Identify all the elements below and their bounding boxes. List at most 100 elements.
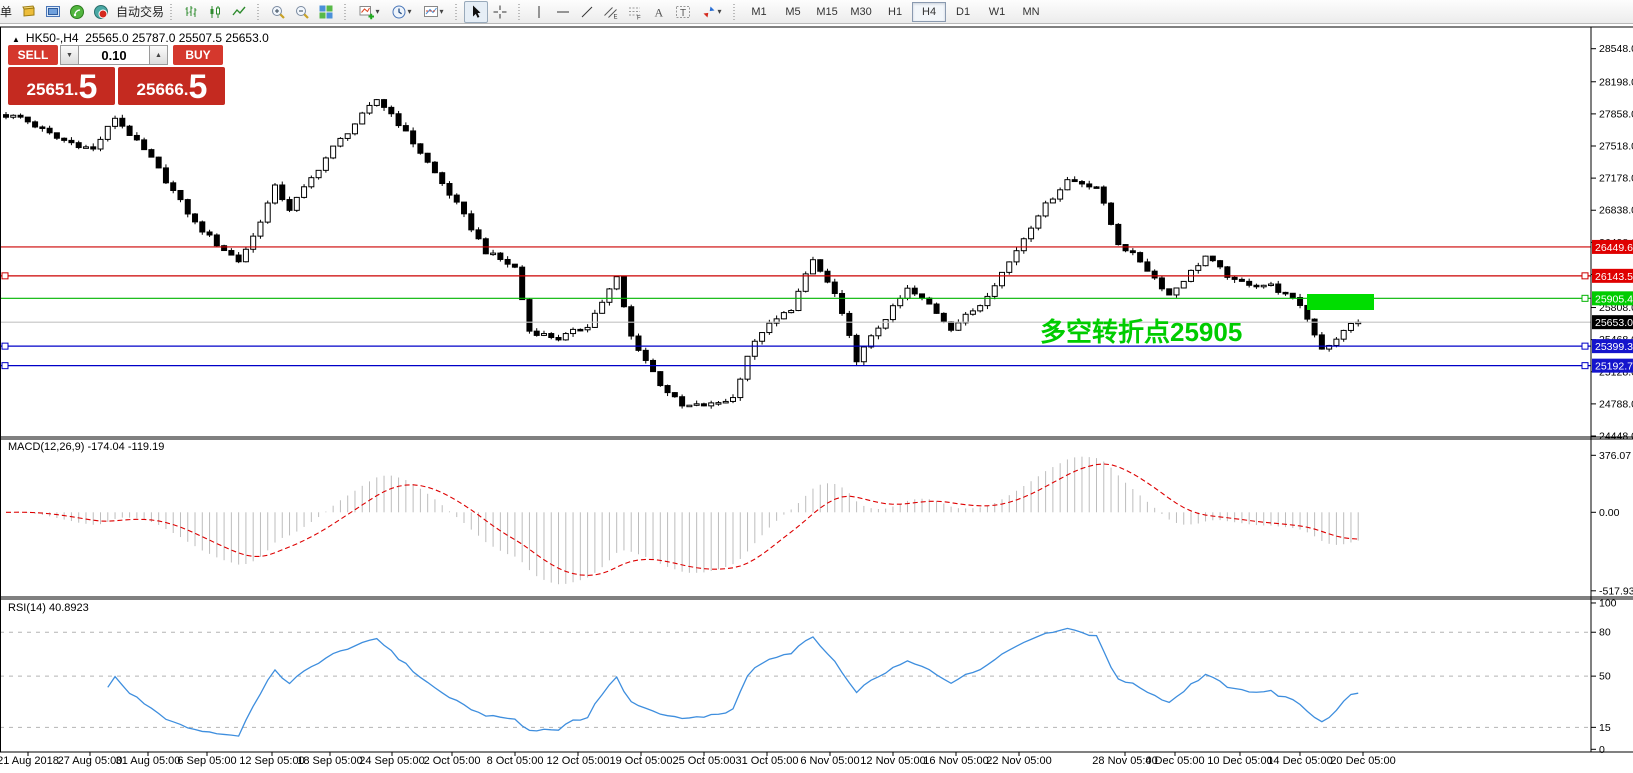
timeframe-w1-button[interactable]: W1 xyxy=(988,5,1006,18)
line-handle[interactable] xyxy=(1581,294,1589,302)
chevron-down-icon[interactable]: ▾ xyxy=(375,7,380,16)
label-button[interactable]: T xyxy=(671,1,695,23)
timeframe-m30-button[interactable]: M30 xyxy=(850,5,872,18)
autotrading-button[interactable] xyxy=(89,1,113,23)
vline-icon xyxy=(538,5,540,18)
timeframe-group: M1 M5 M15 M30 H1 H4 D1 W1 MN xyxy=(739,0,1051,23)
chevron-down-icon[interactable]: ▾ xyxy=(439,7,444,16)
line-handle[interactable] xyxy=(1,362,9,370)
svg-text:-517.93: -517.93 xyxy=(1599,585,1633,597)
svg-text:E: E xyxy=(614,14,618,20)
svg-text:18 Sep 05:00: 18 Sep 05:00 xyxy=(297,755,362,767)
line-chart-button[interactable] xyxy=(227,1,251,23)
zoom-out-icon xyxy=(296,5,309,19)
new-order-button[interactable] xyxy=(17,1,41,23)
sell-price-display[interactable]: 25651. 5 xyxy=(8,67,115,105)
text-button[interactable]: A xyxy=(647,1,671,23)
buy-price-base: 25666. xyxy=(136,80,189,99)
buy-button[interactable]: BUY xyxy=(173,45,223,65)
svg-text:22 Nov 05:00: 22 Nov 05:00 xyxy=(986,755,1051,767)
toolbar-partial-label: 单 xyxy=(0,5,13,19)
volume-field[interactable]: 0.10 xyxy=(79,45,149,65)
volume-increase-button[interactable]: ▲ xyxy=(149,45,168,65)
timeframe-h4-button[interactable]: H4 xyxy=(912,1,947,22)
svg-text:12 Oct 05:00: 12 Oct 05:00 xyxy=(547,755,610,767)
timeframe-m5-button[interactable]: M5 xyxy=(785,5,801,18)
chevron-down-icon[interactable]: ▾ xyxy=(717,7,722,16)
autotrading-label[interactable]: 自动交易 xyxy=(116,5,165,19)
indicators-button[interactable]: ▾ xyxy=(353,1,385,23)
tile-windows-button[interactable] xyxy=(314,1,338,23)
channel-icon: E xyxy=(604,6,618,20)
axes: 28548.0 28198.0 27858.0 27518.0 27178.0 26838… xyxy=(0,26,1633,767)
bars-button[interactable] xyxy=(179,1,203,23)
autotrading-icon xyxy=(94,4,109,19)
macd-title: MACD(12,26,9) xyxy=(8,441,85,453)
trendline-icon xyxy=(581,6,593,17)
line-handle[interactable] xyxy=(1581,272,1589,280)
zoom-out-button[interactable] xyxy=(290,1,314,23)
arrows-button[interactable]: ▾ xyxy=(695,1,727,23)
timeframe-m15-button[interactable]: M15 xyxy=(816,5,838,18)
vline-button[interactable] xyxy=(527,1,551,23)
rsi-title: RSI(14) xyxy=(8,602,46,614)
svg-text:24448.0: 24448.0 xyxy=(1599,431,1633,443)
timeframe-h1-button[interactable]: H1 xyxy=(888,5,903,18)
annotation-text[interactable]: 多空转折点25905 xyxy=(1040,317,1242,347)
trendline-button[interactable] xyxy=(575,1,599,23)
channel-button[interactable]: E xyxy=(599,1,623,23)
svg-text:10 Dec 05:00: 10 Dec 05:00 xyxy=(1207,755,1272,767)
chevron-down-icon[interactable]: ▾ xyxy=(407,7,412,16)
cursor-button[interactable] xyxy=(464,0,489,23)
level-lines xyxy=(0,246,1591,370)
svg-text:15: 15 xyxy=(1599,722,1611,734)
svg-text:2 Oct 05:00: 2 Oct 05:00 xyxy=(424,755,481,767)
symbol-name: HK50-,H4 xyxy=(25,31,79,45)
hline-button[interactable] xyxy=(551,1,575,23)
line-handle[interactable] xyxy=(1,272,9,280)
fibonacci-button[interactable]: F xyxy=(623,1,647,23)
buy-price-display[interactable]: 25666. 5 xyxy=(118,67,225,105)
svg-text:24788.0: 24788.0 xyxy=(1599,398,1633,410)
svg-text:0.00: 0.00 xyxy=(1599,507,1620,519)
timeframe-m1-button[interactable]: M1 xyxy=(751,5,767,18)
toolbar-separator xyxy=(256,2,262,21)
indicators-icon xyxy=(359,5,374,19)
toolbar-group-chart-types xyxy=(176,0,254,23)
svg-text:27178.0: 27178.0 xyxy=(1599,173,1633,185)
periods-button[interactable]: ▾ xyxy=(385,1,417,23)
bars-icon xyxy=(185,5,197,17)
crosshair-button[interactable] xyxy=(488,1,512,23)
line-handle[interactable] xyxy=(1581,362,1589,370)
svg-text:24 Sep 05:00: 24 Sep 05:00 xyxy=(359,755,424,767)
chart-frame xyxy=(0,27,1633,746)
highlight-rectangle[interactable] xyxy=(1307,294,1374,310)
svg-text:80: 80 xyxy=(1599,627,1611,639)
sell-button[interactable]: SELL xyxy=(8,45,58,65)
svg-text:12 Nov 05:00: 12 Nov 05:00 xyxy=(860,755,925,767)
line-handle[interactable] xyxy=(1,342,9,350)
svg-text:28 Nov 05:00: 28 Nov 05:00 xyxy=(1092,755,1157,767)
svg-text:0: 0 xyxy=(1599,744,1605,756)
line-handle[interactable] xyxy=(1581,342,1589,350)
toolbar-group-zoom xyxy=(263,0,341,23)
timeframe-d1-button[interactable]: D1 xyxy=(956,5,971,18)
svg-text:21 Aug 2018: 21 Aug 2018 xyxy=(0,755,59,767)
zoom-in-button[interactable] xyxy=(266,1,290,23)
templates-button[interactable]: ▾ xyxy=(417,1,449,23)
volume-decrease-button[interactable]: ▼ xyxy=(60,45,79,65)
svg-text:6 Sep 05:00: 6 Sep 05:00 xyxy=(177,755,236,767)
svg-text:12 Sep 05:00: 12 Sep 05:00 xyxy=(239,755,304,767)
signals-button[interactable] xyxy=(65,1,89,23)
svg-text:14 Dec 05:00: 14 Dec 05:00 xyxy=(1267,755,1332,767)
collapse-icon[interactable]: ▲ xyxy=(12,35,20,44)
svg-text:31 Aug 05:00: 31 Aug 05:00 xyxy=(116,755,181,767)
candles-button[interactable] xyxy=(203,1,227,23)
timeframe-mn-button[interactable]: MN xyxy=(1022,5,1040,18)
terminal-button[interactable] xyxy=(41,1,65,23)
svg-text:T: T xyxy=(680,8,686,19)
svg-text:31 Oct 05:00: 31 Oct 05:00 xyxy=(736,755,799,767)
price-labels: 26449.6 26143.5 25905.4 25653.0 25399.3 25192… xyxy=(1592,239,1633,373)
svg-text:16 Nov 05:00: 16 Nov 05:00 xyxy=(923,755,988,767)
